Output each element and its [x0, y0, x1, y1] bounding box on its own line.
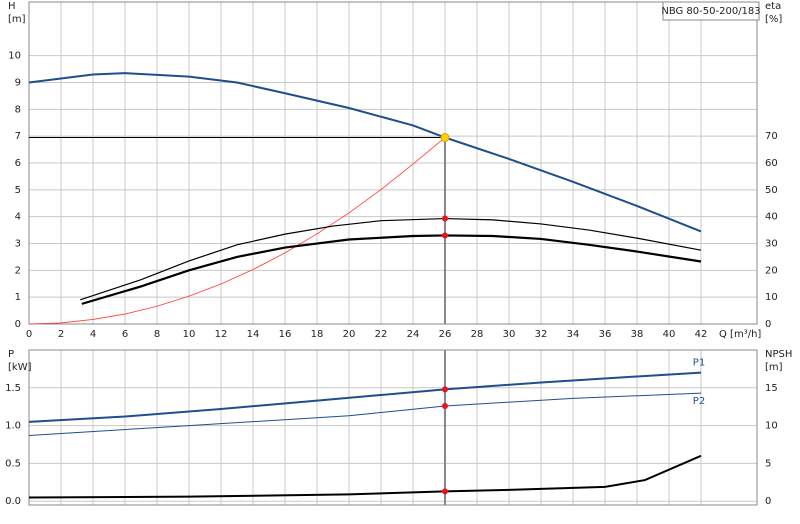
x-axis-label: Q [m³/h]: [719, 329, 761, 340]
y2-tick-label: 30: [765, 239, 778, 250]
x-tick-label: 22: [375, 329, 388, 340]
y-tick-label: 9: [15, 78, 21, 89]
series-line: [80, 217, 702, 301]
y2-tick-label: 20: [765, 265, 778, 276]
y2-tick-label: 10: [765, 292, 778, 303]
series-label: P2: [693, 396, 705, 407]
x-tick-label: 2: [58, 329, 64, 340]
x-tick-label: 0: [26, 329, 32, 340]
y2-tick-label: 10: [765, 421, 778, 432]
x-tick-label: 32: [535, 329, 548, 340]
series-line: [28, 371, 702, 423]
x-tick-label: 30: [503, 329, 516, 340]
y2-tick-label: 50: [765, 185, 778, 196]
y-tick-label: 0.5: [5, 458, 21, 469]
series-line: [28, 392, 702, 436]
x-tick-label: 12: [215, 329, 228, 340]
y2-axis-label: [%]: [765, 14, 782, 25]
x-tick-label: 14: [247, 329, 260, 340]
y-tick-label: 6: [15, 158, 21, 169]
y2-axis-label: [m]: [765, 362, 783, 373]
y-tick-label: 2: [15, 265, 21, 276]
y-tick-label: 3: [15, 239, 21, 250]
duty-point: [442, 488, 448, 495]
series-line: [28, 72, 702, 233]
x-tick-label: 40: [663, 329, 676, 340]
x-tick-label: 28: [471, 329, 484, 340]
y2-tick-label: 0: [765, 496, 771, 507]
y-axis-label: [m]: [8, 14, 26, 25]
x-tick-label: 8: [154, 329, 160, 340]
y-axis-label: H: [8, 1, 16, 12]
y-tick-label: 0.0: [5, 496, 21, 507]
y-axis-label: [kW]: [8, 362, 32, 373]
x-tick-label: 36: [599, 329, 612, 340]
x-tick-label: 38: [631, 329, 644, 340]
plot-frame: [28, 1, 758, 325]
x-tick-label: 4: [90, 329, 96, 340]
y-tick-label: 10: [8, 51, 21, 62]
y-tick-label: 1.5: [5, 383, 21, 394]
y-tick-label: 7: [15, 131, 21, 142]
y2-axis-label: eta: [765, 1, 781, 12]
duty-point: [442, 402, 448, 409]
y2-tick-label: 5: [765, 458, 771, 469]
series-line: [28, 454, 702, 499]
y-axis-label: P: [8, 349, 14, 360]
x-tick-label: 34: [567, 329, 580, 340]
duty-point: [440, 133, 450, 143]
y2-axis-label: NPSH: [765, 349, 792, 360]
y-tick-label: 1.0: [5, 421, 21, 432]
y-tick-label: 1: [15, 292, 21, 303]
duty-point: [442, 215, 448, 222]
duty-point: [442, 232, 448, 239]
x-tick-label: 20: [343, 329, 356, 340]
series-label: P1: [693, 358, 705, 369]
chart-title: NBG 80-50-200/183: [661, 6, 760, 17]
x-tick-label: 42: [695, 329, 708, 340]
y2-tick-label: 40: [765, 212, 778, 223]
x-tick-label: 26: [439, 329, 452, 340]
y-tick-label: 0: [15, 319, 21, 330]
title-box: [662, 1, 760, 21]
x-tick-label: 6: [122, 329, 128, 340]
duty-point: [442, 386, 448, 393]
y2-tick-label: 15: [765, 383, 778, 394]
y2-tick-label: 0: [765, 319, 771, 330]
series-line: [81, 234, 702, 305]
y-tick-label: 5: [15, 185, 21, 196]
x-tick-label: 10: [183, 329, 196, 340]
x-tick-label: 24: [407, 329, 420, 340]
x-tick-label: 16: [279, 329, 292, 340]
y-tick-label: 8: [15, 104, 21, 115]
series-line: [28, 137, 446, 325]
plot-frame: [28, 349, 758, 506]
y2-tick-label: 70: [765, 131, 778, 142]
y2-tick-label: 60: [765, 158, 778, 169]
y-tick-label: 4: [15, 212, 21, 223]
x-tick-label: 18: [311, 329, 324, 340]
